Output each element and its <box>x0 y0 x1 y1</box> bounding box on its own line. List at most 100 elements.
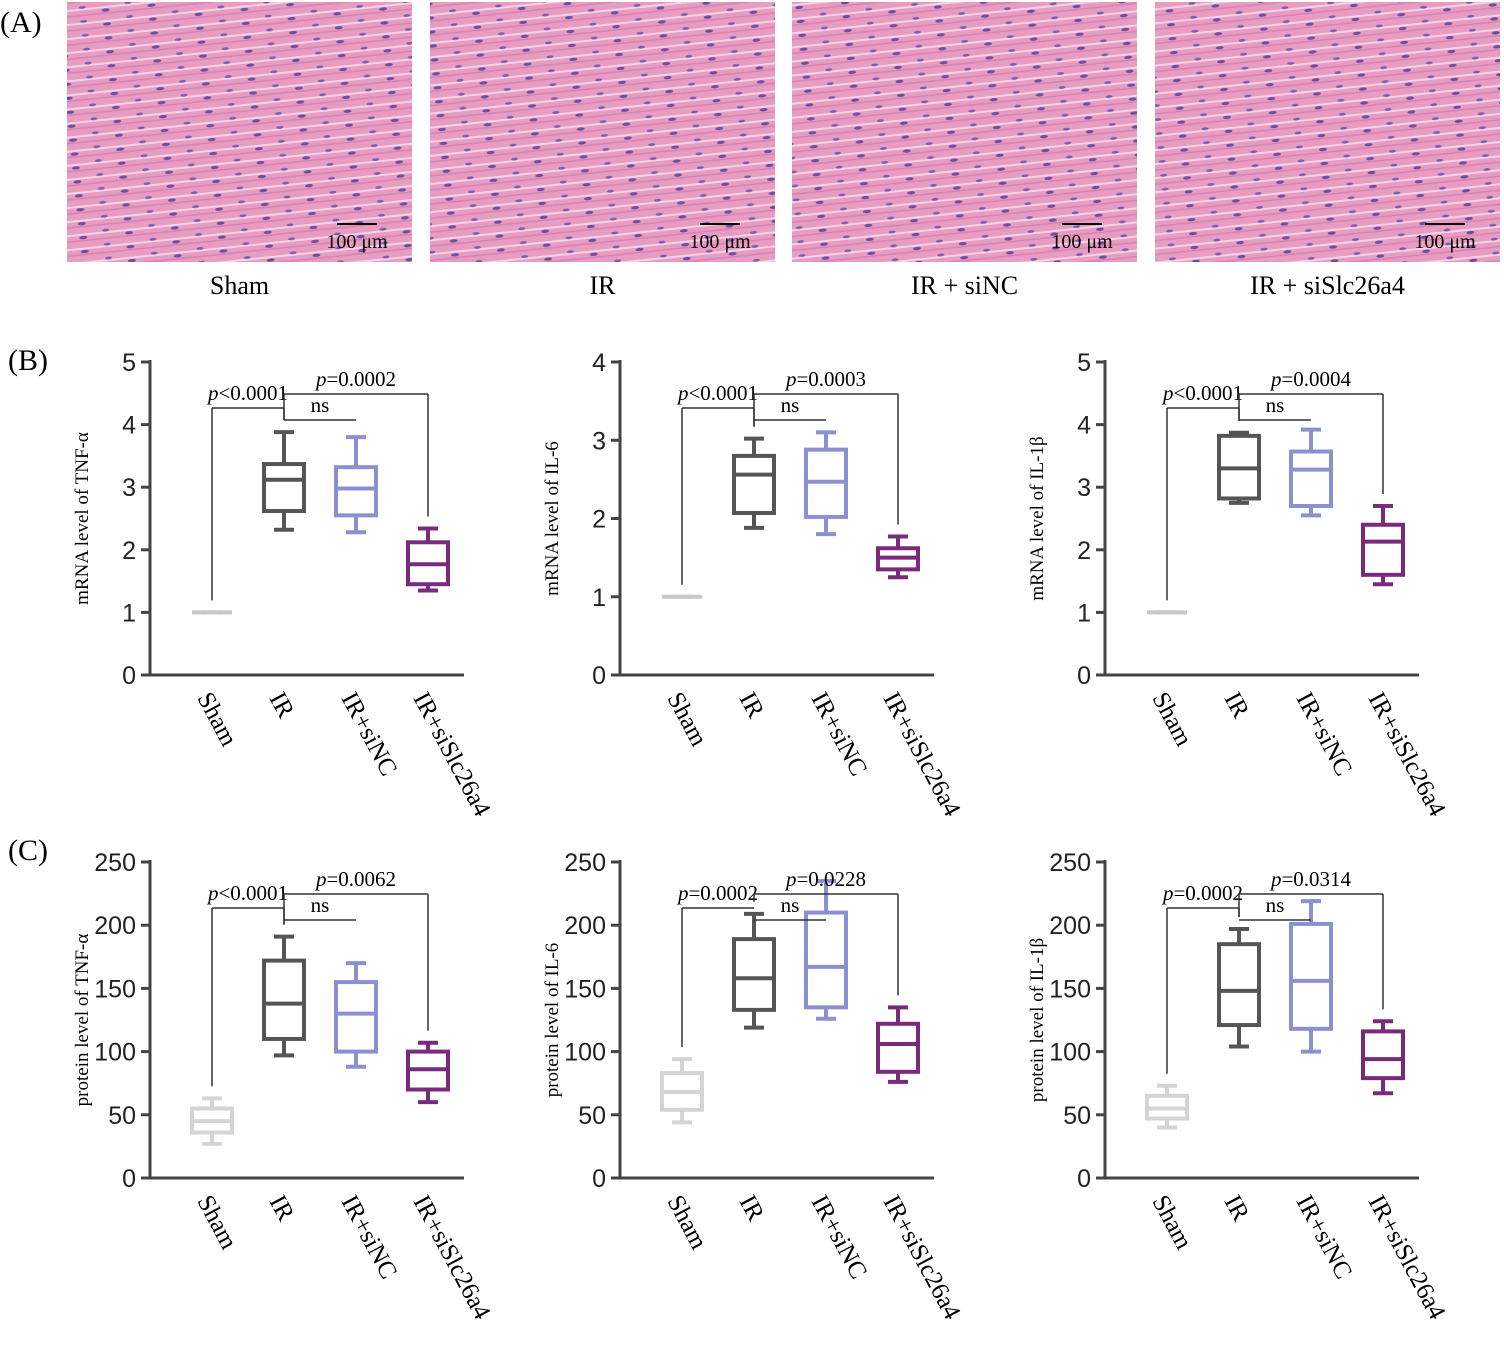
p-text: =0.0002 <box>326 367 396 391</box>
p-value: p=0.0228 <box>784 867 866 891</box>
y-tick-label: 0 <box>122 662 136 690</box>
x-tick-label: Sham <box>192 1191 243 1254</box>
y-tick-label: 2 <box>1077 537 1091 565</box>
p-value: ns <box>781 393 800 417</box>
p-text: =0.0228 <box>796 867 866 891</box>
p-text: ns <box>781 893 800 917</box>
x-tick-label: Sham <box>662 688 713 751</box>
box <box>732 937 776 1012</box>
p-text: <0.0001 <box>218 881 288 905</box>
p-text: <0.0001 <box>1173 381 1243 405</box>
scale-label: 100 μm <box>326 231 388 253</box>
y-tick-label: 1 <box>1077 599 1091 627</box>
p-value: p=0.0314 <box>1269 867 1352 891</box>
p-symbol: p <box>1269 867 1282 891</box>
box <box>1361 522 1405 577</box>
box-chart: 0 50 100 150 200 250 protein level of IL-1β Sha… <box>1027 849 1451 1324</box>
y-tick-label: 1 <box>122 599 136 627</box>
p-text: =0.0314 <box>1281 867 1351 891</box>
y-tick-label: 50 <box>1063 1102 1091 1130</box>
image-caption: IR + siSlc26a4 <box>1250 271 1405 300</box>
box <box>1217 942 1261 1028</box>
box-chart: 0 50 100 150 200 250 protein level of IL-6 Sham… <box>542 849 966 1324</box>
p-text: ns <box>311 393 330 417</box>
box-chart: 0 1 2 3 4 mRNA level of IL-6 Sham IR IR+siNC IR+s… <box>542 349 966 821</box>
p-value: p<0.0001 <box>206 381 288 405</box>
x-tick-label: IR+siSlc26a4 <box>408 688 496 821</box>
p-value: p<0.0001 <box>676 381 758 405</box>
x-tick-label: IR+siNC <box>336 1191 402 1284</box>
box-chart: 0 50 100 150 200 250 protein level of TNF-α Sha… <box>72 849 496 1324</box>
panel-label: (C) <box>8 834 48 867</box>
x-tick-label: IR <box>1219 688 1255 723</box>
y-axis-title: protein level of IL-6 <box>542 943 563 1098</box>
x-tick-label: IR+siNC <box>1291 1191 1357 1284</box>
box <box>1361 1029 1405 1081</box>
p-value: p=0.0002 <box>1161 881 1243 905</box>
box <box>262 462 306 513</box>
scale-label: 100 μm <box>1414 231 1476 253</box>
y-tick-label: 250 <box>94 849 136 877</box>
y-tick-label: 5 <box>1077 349 1091 377</box>
p-value: ns <box>1266 393 1285 417</box>
x-tick-label: IR+siSlc26a4 <box>408 1191 496 1324</box>
p-symbol: p <box>676 381 689 405</box>
p-text: =0.0002 <box>688 881 758 905</box>
box-chart: 0 1 2 3 4 5 mRNA level of TNF-α Sham IR IR+siNC IR… <box>72 349 496 821</box>
histology-image <box>1155 2 1500 262</box>
y-tick-label: 0 <box>592 1165 606 1193</box>
p-value: p=0.0002 <box>314 367 396 391</box>
p-symbol: p <box>784 367 797 391</box>
x-tick-label: IR <box>734 1191 770 1226</box>
y-tick-label: 200 <box>94 912 136 940</box>
box <box>732 453 776 516</box>
x-tick-label: IR+siNC <box>336 688 402 781</box>
panel-label: (A) <box>0 6 42 39</box>
p-value: ns <box>781 893 800 917</box>
p-text: =0.0062 <box>326 867 396 891</box>
x-tick-label: IR+siSlc26a4 <box>1363 1191 1451 1324</box>
y-tick-label: 0 <box>122 1165 136 1193</box>
x-tick-label: Sham <box>1147 1191 1198 1254</box>
y-axis-title: protein level of TNF-α <box>72 934 93 1107</box>
y-tick-label: 0 <box>1077 662 1091 690</box>
p-symbol: p <box>314 867 327 891</box>
p-value: p=0.0002 <box>676 881 758 905</box>
y-tick-label: 4 <box>592 349 606 377</box>
y-tick-label: 4 <box>1077 412 1091 440</box>
p-value: ns <box>311 393 330 417</box>
p-symbol: p <box>314 367 327 391</box>
scale-label: 100 μm <box>1051 231 1113 253</box>
y-tick-label: 50 <box>108 1102 136 1130</box>
y-tick-label: 2 <box>592 506 606 534</box>
y-tick-label: 150 <box>564 975 606 1003</box>
image-caption: Sham <box>210 271 269 300</box>
p-text: =0.0004 <box>1281 367 1351 391</box>
x-tick-label: Sham <box>192 688 243 751</box>
p-text: ns <box>781 393 800 417</box>
y-tick-label: 100 <box>1049 1039 1091 1067</box>
p-symbol: p <box>1269 367 1282 391</box>
x-tick-label: IR+siSlc26a4 <box>878 688 966 821</box>
y-tick-label: 150 <box>1049 975 1091 1003</box>
y-axis-title: mRNA level of TNF-α <box>72 432 93 605</box>
p-symbol: p <box>676 881 689 905</box>
y-tick-label: 100 <box>94 1039 136 1067</box>
y-axis-title: mRNA level of IL-6 <box>542 441 563 596</box>
p-text: <0.0001 <box>218 381 288 405</box>
x-tick-label: IR+siSlc26a4 <box>878 1191 966 1324</box>
y-tick-label: 3 <box>1077 474 1091 502</box>
p-text: ns <box>1266 893 1285 917</box>
x-tick-label: IR <box>734 688 770 723</box>
y-tick-label: 200 <box>564 912 606 940</box>
y-tick-label: 200 <box>1049 912 1091 940</box>
box <box>804 910 848 1010</box>
box <box>262 958 306 1041</box>
x-tick-label: IR <box>264 688 300 723</box>
histology-image <box>792 2 1137 262</box>
x-tick-label: IR <box>1219 1191 1255 1226</box>
y-tick-label: 1 <box>592 584 606 612</box>
scale-label: 100 μm <box>689 231 751 253</box>
x-tick-label: Sham <box>662 1191 713 1254</box>
